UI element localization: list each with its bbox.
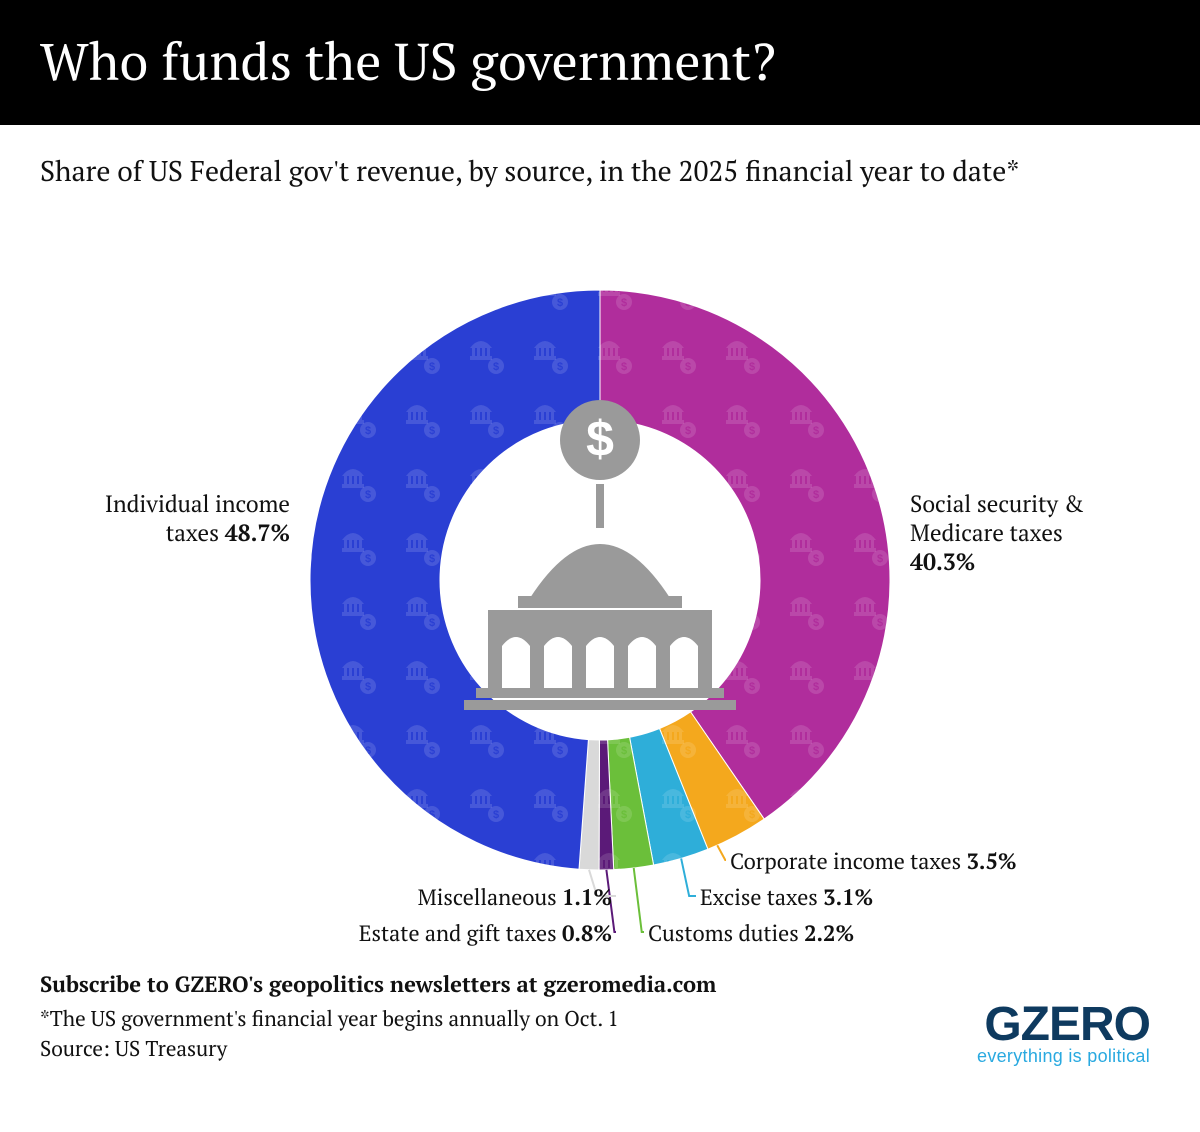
slice-label-individual: Individual income taxes 48.7% bbox=[30, 490, 290, 548]
slice-label-pct: 40.3% bbox=[910, 546, 975, 577]
brand-logo: GZERO everything is political bbox=[977, 1003, 1150, 1067]
leader-line bbox=[634, 868, 644, 932]
slice-label-text2: taxes bbox=[166, 517, 219, 548]
svg-text:$: $ bbox=[586, 411, 614, 467]
callout-customs: Customs duties 2.2% bbox=[648, 919, 854, 948]
subscribe-line: Subscribe to GZERO's geopolitics newslet… bbox=[40, 970, 1160, 999]
slice-label-text: Social security & bbox=[910, 488, 1084, 519]
callout-estate-gift: Estate and gift taxes 0.8% bbox=[162, 919, 612, 948]
donut-chart: $$$$$$$$ bbox=[0, 190, 1200, 970]
callout-misc: Miscellaneous 1.1% bbox=[232, 883, 612, 912]
title-bar: Who funds the US government? bbox=[0, 0, 1200, 125]
slice-label-text2: Medicare taxes bbox=[910, 517, 1063, 548]
footer: Subscribe to GZERO's geopolitics newslet… bbox=[0, 970, 1200, 1063]
slice-label-social-medicare: Social security & Medicare taxes 40.3% bbox=[910, 490, 1170, 576]
donut-chart-region: $$$$$$$$ Individual income taxes 48.7% S… bbox=[0, 190, 1200, 970]
slice-label-pct: 48.7% bbox=[225, 517, 290, 548]
brand-tagline: everything is political bbox=[977, 1046, 1150, 1067]
callout-excise: Excise taxes 3.1% bbox=[700, 883, 873, 912]
brand-name: GZERO bbox=[977, 1003, 1150, 1046]
slice-label-text: Individual income bbox=[105, 488, 290, 519]
callout-corporate: Corporate income taxes 3.5% bbox=[730, 847, 1017, 876]
page-title: Who funds the US government? bbox=[40, 26, 1160, 95]
leader-line bbox=[717, 845, 726, 860]
leader-line bbox=[681, 858, 696, 896]
chart-subtitle: Share of US Federal gov't revenue, by so… bbox=[0, 125, 1200, 190]
